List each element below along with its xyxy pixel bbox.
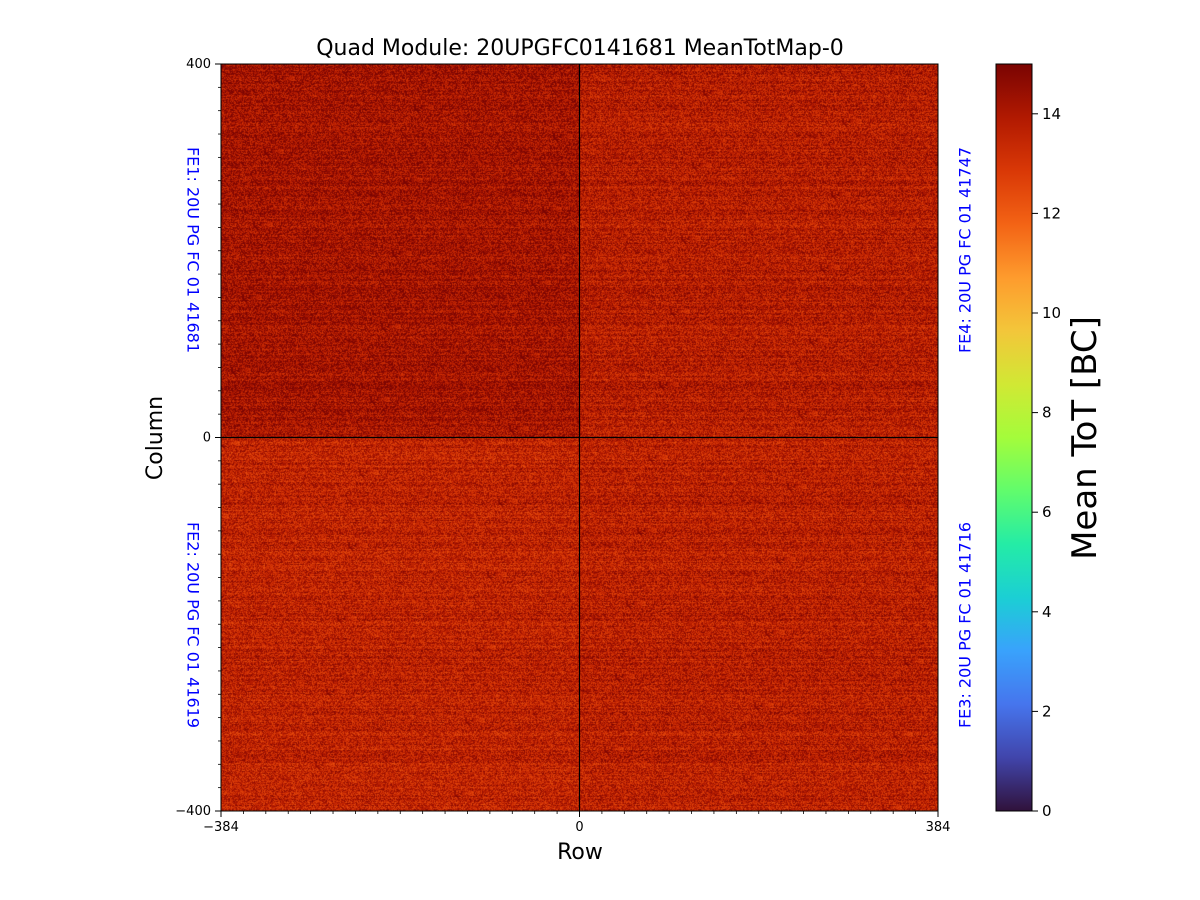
colorbar-tick-label: 14 (1042, 105, 1061, 123)
x-axis: −384 0 384 (203, 811, 950, 835)
colorbar-tick-label: 4 (1042, 603, 1052, 621)
colorbar: 0 2 4 6 8 10 12 14 (995, 63, 1061, 820)
heatmap-plot-area (220, 63, 939, 812)
colorbar-label: Mean ToT [BC] (1065, 316, 1105, 560)
quadrant-label-2: FE2: 20U PG FC 01 41619 (184, 522, 203, 728)
quadrant-label-4: FE4: 20U PG FC 01 41747 (956, 147, 975, 353)
y-tick-label: 400 (186, 57, 211, 72)
colorbar-tick-label: 0 (1042, 802, 1052, 820)
quadrant-label-1: FE1: 20U PG FC 01 41681 (184, 147, 203, 353)
y-axis: −400 0 400 (175, 57, 221, 819)
colorbar-gradient (995, 63, 1033, 812)
x-tick-label: −384 (203, 820, 239, 835)
colorbar-tick-label: 8 (1042, 404, 1052, 422)
quadrant-label-3: FE3: 20U PG FC 01 41716 (956, 522, 975, 728)
y-tick-label: −400 (175, 804, 211, 819)
colorbar-tick-label: 12 (1042, 204, 1061, 222)
colorbar-tick-label: 10 (1042, 304, 1061, 322)
x-tick-label: 384 (926, 820, 951, 835)
y-axis-label: Column (143, 396, 168, 480)
x-tick-label: 0 (575, 820, 583, 835)
chart-title: Quad Module: 20UPGFC0141681 MeanTotMap-0 (316, 36, 844, 61)
colorbar-tick-label: 6 (1042, 503, 1052, 521)
colorbar-tick-label: 2 (1042, 702, 1052, 720)
y-tick-label: 0 (203, 431, 211, 446)
quadrant-labels: FE1: 20U PG FC 01 41681 FE2: 20U PG FC 01… (184, 147, 975, 728)
x-axis-label: Row (557, 840, 603, 865)
